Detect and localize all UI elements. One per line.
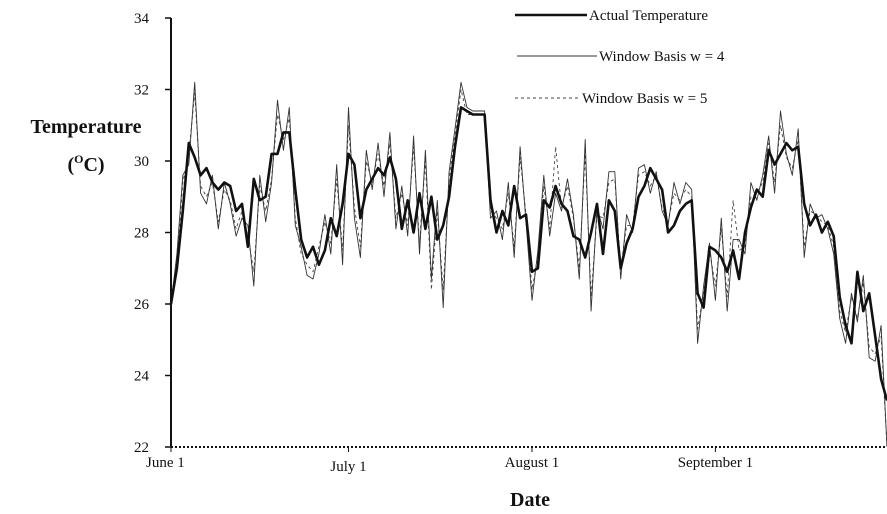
y-axis-unit: (OC): [67, 152, 104, 176]
series-lines: [169, 81, 887, 448]
x-axis-title: Date: [510, 489, 550, 511]
x-tick-label: September 1: [678, 455, 753, 471]
x-tick-label: August 1: [505, 455, 560, 471]
y-tick-label: 22: [134, 440, 149, 456]
legend-label-0: Actual Temperature: [589, 8, 708, 24]
legend: Actual Temperature Window Basis w = 4 Wind…: [515, 8, 725, 107]
y-tick-label: 32: [134, 83, 149, 99]
series-line-0: [169, 106, 887, 401]
y-tick-label: 28: [134, 226, 149, 242]
y-tick-label: 26: [134, 297, 150, 313]
x-tick-label: July 1: [330, 459, 366, 475]
legend-label-2: Window Basis w = 5: [582, 91, 707, 107]
legend-label-1: Window Basis w = 4: [599, 49, 725, 65]
series-line-1: [170, 81, 887, 448]
series-line-2: [170, 89, 887, 448]
y-tick-label: 34: [134, 11, 150, 27]
y-axis-title: Temperature: [30, 116, 141, 138]
x-ticks: June 1 July 1 August 1 September 1: [146, 447, 753, 475]
y-ticks: 22 24 26 28 30 32 34: [134, 11, 171, 456]
y-tick-label: 24: [134, 369, 150, 385]
y-tick-label: 30: [134, 154, 149, 170]
x-tick-label: June 1: [146, 455, 185, 471]
